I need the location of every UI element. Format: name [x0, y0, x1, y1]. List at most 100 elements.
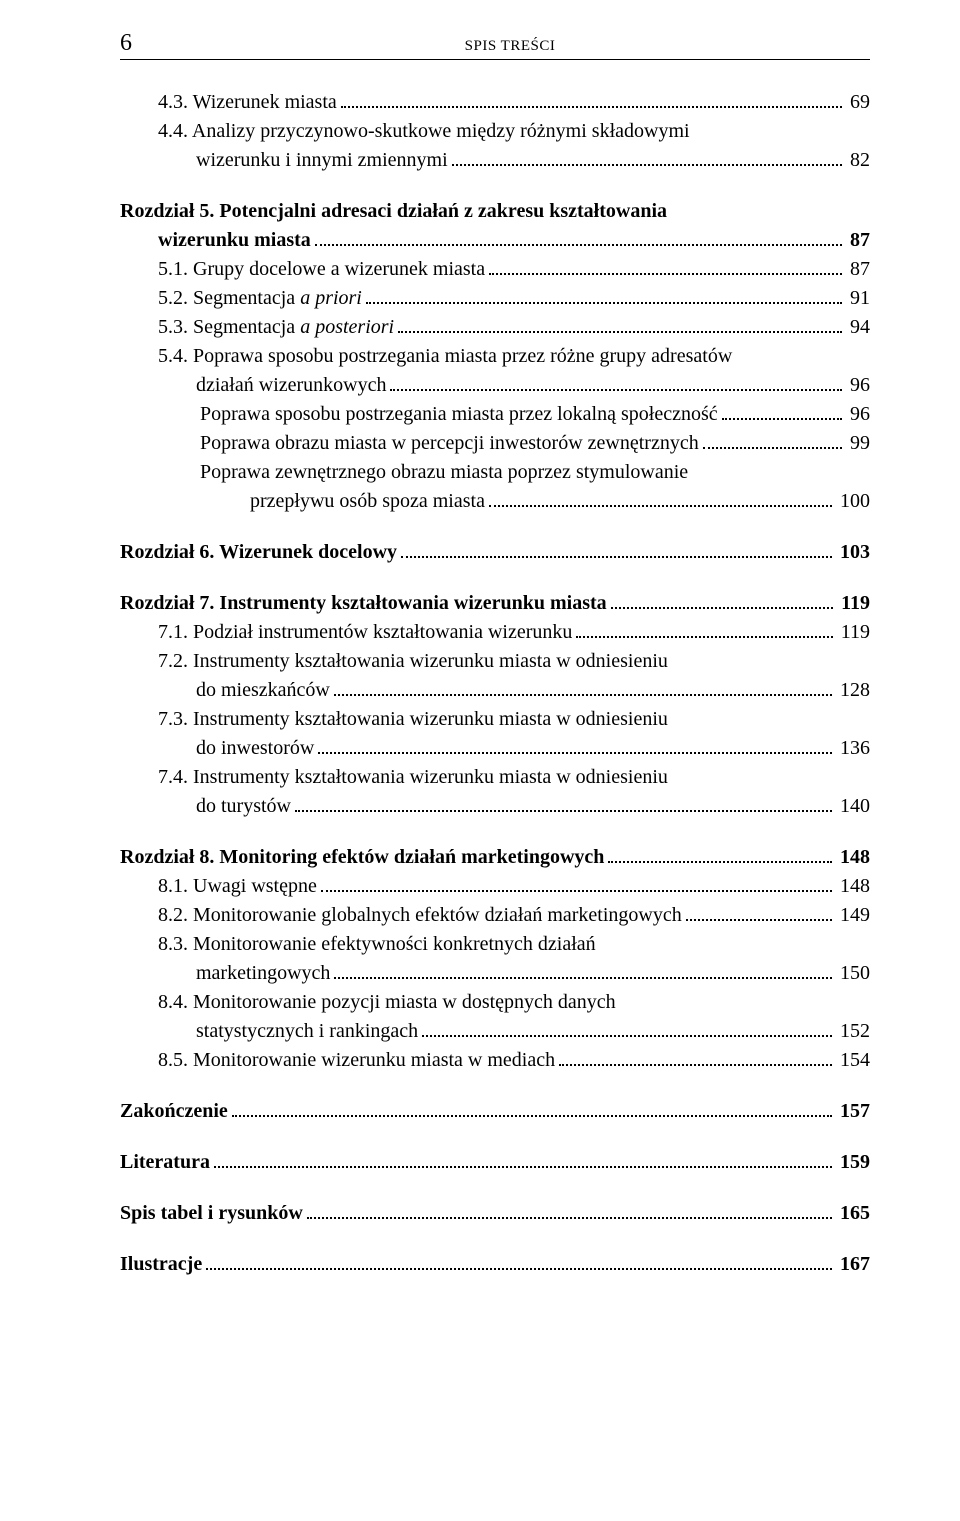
leader-dots [401, 540, 832, 558]
leader-dots [390, 373, 842, 391]
toc-page-ref: 149 [836, 901, 870, 930]
toc-page-ref: 148 [836, 843, 870, 872]
toc-label: Rozdział 5. Potencjalni adresaci działań… [120, 197, 667, 226]
toc-line: Rozdział 6. Wizerunek docelowy 103 [120, 538, 870, 567]
leader-dots [703, 431, 842, 449]
page-number: 6 [120, 30, 132, 57]
toc-page-ref: 140 [836, 792, 870, 821]
toc-label: 7.3. Instrumenty kształtowania wizerunku… [120, 705, 668, 734]
toc-line: przepływu osób spoza miasta 100 [120, 487, 870, 516]
toc-label: Spis tabel i rysunków [120, 1199, 303, 1228]
toc-label: Literatura [120, 1148, 210, 1177]
leader-dots [686, 903, 832, 921]
toc-page-ref: 159 [836, 1148, 870, 1177]
toc-line: 8.1. Uwagi wstępne 148 [120, 872, 870, 901]
toc-line: Rozdział 5. Potencjalni adresaci działań… [120, 197, 870, 226]
toc-page-ref: 150 [836, 959, 870, 988]
toc-line: działań wizerunkowych 96 [120, 371, 870, 400]
toc-page-ref: 91 [846, 284, 870, 313]
toc-label: Poprawa zewnętrznego obrazu miasta poprz… [120, 458, 688, 487]
toc-label: 8.2. Monitorowanie globalnych efektów dz… [120, 901, 682, 930]
toc-page-ref: 167 [836, 1250, 870, 1279]
leader-dots [608, 845, 832, 863]
toc-line: 8.4. Monitorowanie pozycji miasta w dost… [120, 988, 870, 1017]
toc-label: 5.4. Poprawa sposobu postrzegania miasta… [120, 342, 732, 371]
toc-label: 8.3. Monitorowanie efektywności konkretn… [120, 930, 596, 959]
toc-line: Poprawa zewnętrznego obrazu miasta poprz… [120, 458, 870, 487]
leader-dots [722, 402, 842, 420]
toc-line: statystycznych i rankingach 152 [120, 1017, 870, 1046]
toc-page-ref: 154 [836, 1046, 870, 1075]
toc-label: do inwestorów [120, 734, 314, 763]
toc-label: 7.2. Instrumenty kształtowania wizerunku… [120, 647, 668, 676]
toc-label: 7.1. Podział instrumentów kształtowania … [120, 618, 572, 647]
toc-line: do turystów 140 [120, 792, 870, 821]
leader-dots [315, 228, 842, 246]
leader-dots [398, 315, 842, 333]
toc-line: Zakończenie 157 [120, 1097, 870, 1126]
toc-line: 5.2. Segmentacja a priori 91 [120, 284, 870, 313]
toc-page-ref: 87 [846, 226, 870, 255]
toc-label: 5.3. Segmentacja a posteriori [120, 313, 394, 342]
toc-label: Poprawa obrazu miasta w percepcji inwest… [120, 429, 699, 458]
toc-page-ref: 119 [837, 618, 870, 647]
leader-dots [611, 591, 833, 609]
toc-label: przepływu osób spoza miasta [120, 487, 485, 516]
toc-line: wizerunku i innymi zmiennymi 82 [120, 146, 870, 175]
toc-page-ref: 136 [836, 734, 870, 763]
toc-label: marketingowych [120, 959, 330, 988]
toc-label: Rozdział 7. Instrumenty kształtowania wi… [120, 589, 607, 618]
toc-line: 7.2. Instrumenty kształtowania wizerunku… [120, 647, 870, 676]
toc-line: 5.1. Grupy docelowe a wizerunek miasta 8… [120, 255, 870, 284]
toc-label: Rozdział 6. Wizerunek docelowy [120, 538, 397, 567]
toc-label: 4.4. Analizy przyczynowo-skutkowe między… [120, 117, 690, 146]
toc-page-ref: 119 [837, 589, 870, 618]
toc-page-ref: 157 [836, 1097, 870, 1126]
toc-label: Ilustracje [120, 1250, 202, 1279]
toc-line: 8.3. Monitorowanie efektywności konkretn… [120, 930, 870, 959]
toc-page-ref: 152 [836, 1017, 870, 1046]
toc-line: 7.3. Instrumenty kształtowania wizerunku… [120, 705, 870, 734]
toc-line: Poprawa sposobu postrzegania miasta prze… [120, 400, 870, 429]
toc-page-ref: 87 [846, 255, 870, 284]
toc-page-ref: 99 [846, 429, 870, 458]
toc-line: Literatura 159 [120, 1148, 870, 1177]
toc-page-ref: 96 [846, 400, 870, 429]
leader-dots [452, 148, 842, 166]
toc-page-ref: 128 [836, 676, 870, 705]
toc-label: 8.5. Monitorowanie wizerunku miasta w me… [120, 1046, 555, 1075]
toc-page-ref: 96 [846, 371, 870, 400]
toc-label: wizerunku i innymi zmiennymi [120, 146, 448, 175]
toc-line: 8.2. Monitorowanie globalnych efektów dz… [120, 901, 870, 930]
toc-page-ref: 69 [846, 88, 870, 117]
leader-dots [295, 794, 832, 812]
toc-line: marketingowych 150 [120, 959, 870, 988]
leader-dots [334, 961, 832, 979]
leader-dots [334, 678, 832, 696]
leader-dots [232, 1099, 832, 1117]
toc-label: wizerunku miasta [120, 226, 311, 255]
toc-line: 4.4. Analizy przyczynowo-skutkowe między… [120, 117, 870, 146]
toc-line: 7.4. Instrumenty kształtowania wizerunku… [120, 763, 870, 792]
leader-dots [489, 257, 842, 275]
toc-line: Spis tabel i rysunków 165 [120, 1199, 870, 1228]
toc-page-ref: 165 [836, 1199, 870, 1228]
toc-label: 7.4. Instrumenty kształtowania wizerunku… [120, 763, 668, 792]
toc-line: do mieszkańców 128 [120, 676, 870, 705]
toc-line: Ilustracje 167 [120, 1250, 870, 1279]
leader-dots [318, 736, 832, 754]
toc-label: 8.1. Uwagi wstępne [120, 872, 317, 901]
toc-label: Zakończenie [120, 1097, 228, 1126]
toc-line: Rozdział 8. Monitoring efektów działań m… [120, 843, 870, 872]
toc-label: do mieszkańców [120, 676, 330, 705]
toc-line: 5.4. Poprawa sposobu postrzegania miasta… [120, 342, 870, 371]
toc-label: 5.2. Segmentacja a priori [120, 284, 362, 313]
toc-label: 8.4. Monitorowanie pozycji miasta w dost… [120, 988, 616, 1017]
leader-dots [206, 1252, 832, 1270]
toc-body: 4.3. Wizerunek miasta 69 4.4. Analizy prz… [120, 88, 870, 1279]
page-header: 6 SPIS TREŚCI [120, 30, 870, 60]
leader-dots [341, 90, 842, 108]
toc-label: 4.3. Wizerunek miasta [120, 88, 337, 117]
toc-label: 5.1. Grupy docelowe a wizerunek miasta [120, 255, 485, 284]
toc-page-ref: 103 [836, 538, 870, 567]
